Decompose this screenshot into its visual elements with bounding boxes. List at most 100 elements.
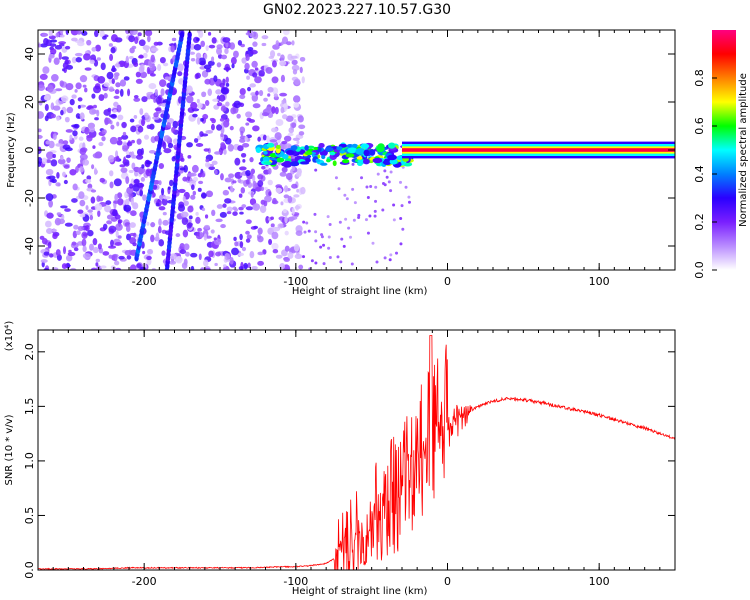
noise-blob [109,53,114,62]
noise-blob [214,262,218,267]
noise-blob [134,36,139,45]
noise-blob [84,87,88,93]
x-tick-label: -200 [132,575,157,588]
noise-blob [108,225,117,233]
noise-blob [144,112,149,118]
noise-blob [257,179,264,187]
fragment-blob [263,161,272,165]
noise-blob [133,62,139,67]
noise-blob [350,262,354,266]
noise-blob [389,170,393,174]
spectrogram-y-axis-label: Frequency (Hz) [6,112,17,188]
noise-blob [71,37,78,42]
noise-blob [196,30,201,34]
noise-blob [126,186,134,195]
noise-blob [207,88,213,96]
noise-blob [131,45,137,50]
noise-blob [153,112,159,118]
noise-blob [71,241,77,246]
noise-blob [292,95,301,103]
noise-blob [157,225,162,234]
noise-blob [186,172,195,177]
noise-blob [345,197,349,201]
noise-blob [79,75,88,83]
noise-blob [183,243,190,251]
noise-blob [262,134,267,141]
noise-blob [291,122,297,129]
noise-blob [64,208,71,212]
noise-blob [46,227,53,235]
noise-blob [59,34,65,38]
noise-blob [125,55,129,64]
noise-blob [189,51,196,55]
noise-blob [328,255,332,259]
noise-blob [252,31,259,40]
noise-blob [96,57,101,61]
fragment-blob [356,156,363,160]
noise-blob [279,60,287,67]
noise-blob [239,241,244,249]
noise-blob [150,54,155,63]
noise-blob [115,82,121,88]
noise-blob [79,213,86,218]
noise-blob [322,262,326,266]
noise-blob [151,267,156,270]
noise-blob [201,91,207,98]
noise-blob [257,260,264,266]
y-tick-label: 0.0 [23,561,36,579]
noise-blob [258,69,265,77]
noise-blob [220,133,224,138]
noise-blob [169,260,177,265]
noise-blob [73,247,79,252]
noise-blob [150,47,159,52]
noise-blob [157,63,162,72]
spectrogram-x-axis-label: Height of straight line (km) [292,286,428,297]
noise-blob [275,254,283,259]
noise-blob [334,176,338,180]
noise-blob [147,35,151,43]
noise-blob [81,238,87,247]
fragment-blob [255,147,262,154]
noise-blob [205,68,212,73]
noise-blob [162,196,171,200]
noise-blob [38,134,43,139]
noise-blob [71,198,78,203]
noise-blob [283,135,292,142]
noise-blob [208,250,214,258]
noise-blob [139,108,144,116]
noise-blob [257,251,264,256]
noise-blob [366,195,370,199]
noise-blob [225,82,230,87]
noise-blob [301,76,305,84]
noise-blob [291,207,295,215]
noise-blob [237,40,243,46]
noise-blob [240,152,247,158]
noise-blob [203,64,212,70]
colorbar-ticks: 0.0 0.2 0.4 0.6 0.8 [693,69,717,279]
noise-blob [263,200,268,207]
noise-blob [133,97,141,102]
noise-blob [138,39,146,47]
noise-blob [283,194,290,199]
noise-blob [190,252,198,258]
snr-y-multiplier: (x10⁴) [4,321,15,352]
noise-blob [171,37,177,42]
noise-blob [65,147,73,152]
noise-blob [327,246,331,250]
snr-y-axis-label: SNR (10 * v/v) [4,414,15,485]
noise-blob [193,44,202,51]
noise-blob [48,253,54,258]
noise-blob [290,55,298,59]
colorbar-tick-label: 0.6 [693,117,706,135]
noise-blob [252,180,257,189]
noise-blob [254,76,262,84]
noise-blob [97,75,106,84]
noise-blob [244,135,248,142]
noise-blob [374,185,378,189]
noise-blob [51,74,59,82]
noise-blob [43,251,50,256]
colorbar: 0.0 0.2 0.4 0.6 0.8 Normalized spectral ampl… [693,30,749,279]
fragment-blob [345,153,355,158]
noise-blob [349,235,353,239]
noise-blob [271,76,279,84]
